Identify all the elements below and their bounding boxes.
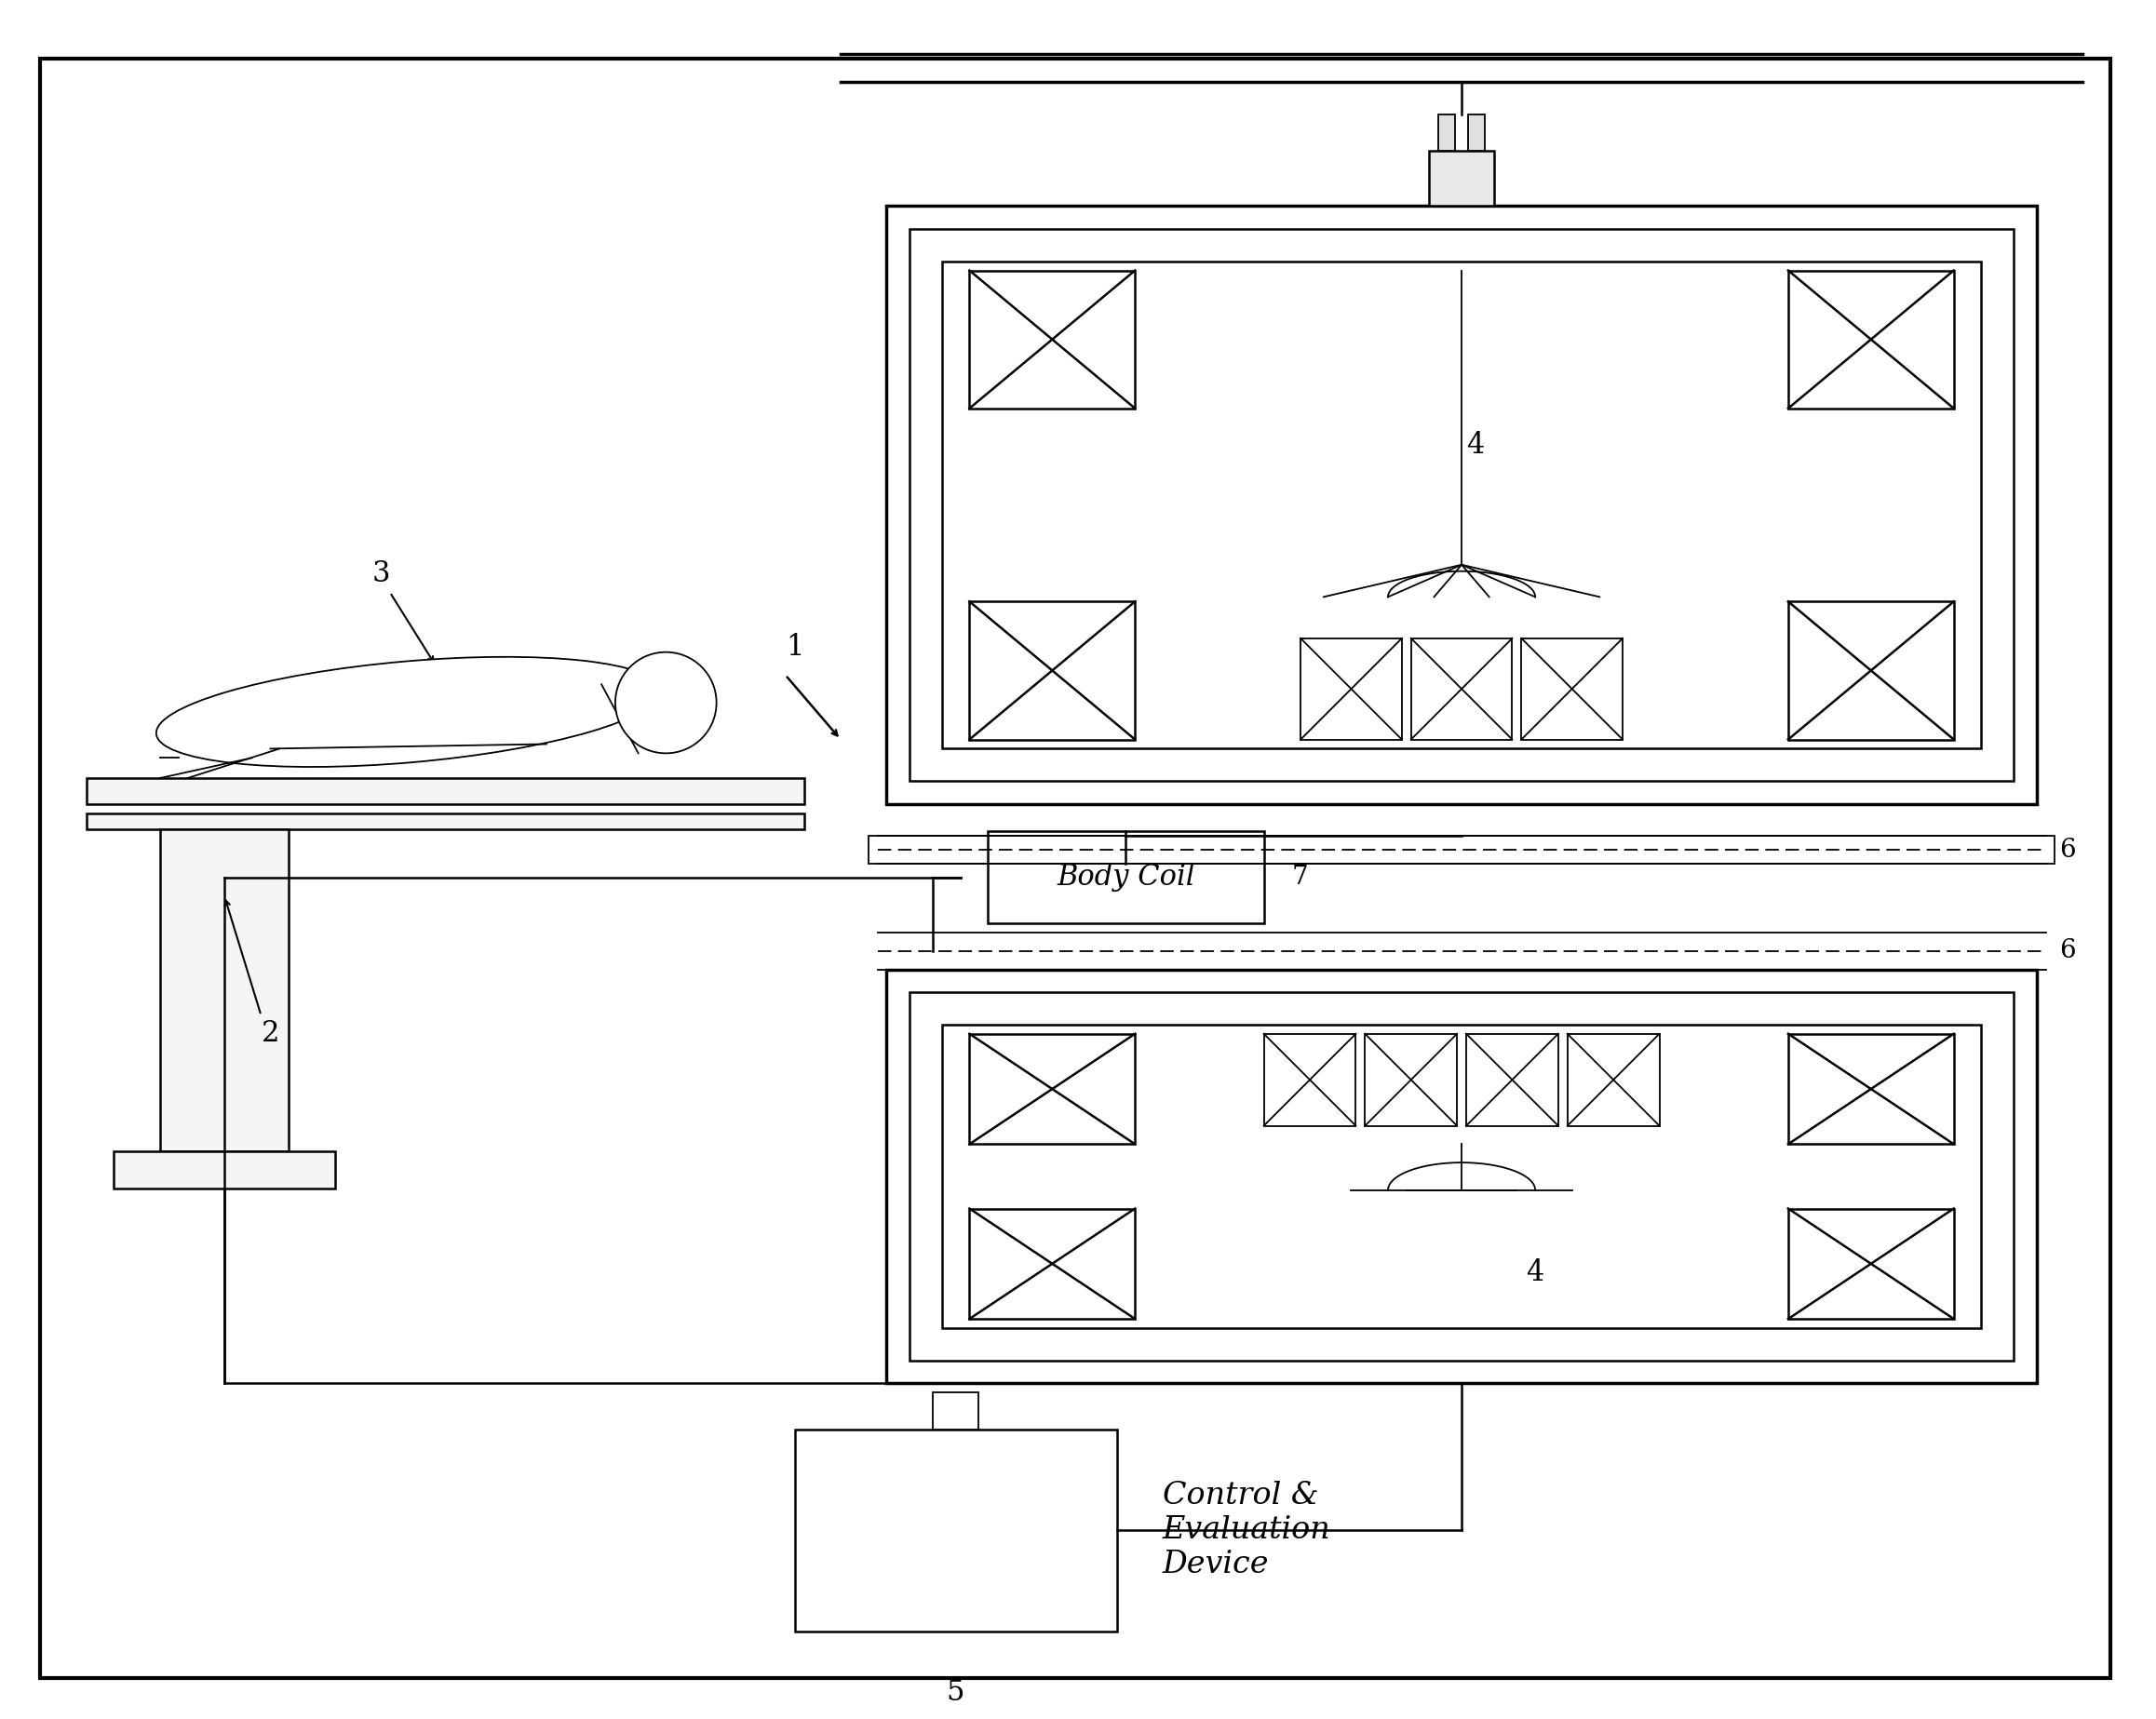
Bar — [869, 835, 2055, 863]
Bar — [1263, 1033, 1356, 1126]
Text: 2: 2 — [261, 1019, 280, 1049]
Text: 3: 3 — [371, 559, 390, 588]
Ellipse shape — [155, 657, 660, 767]
Text: Control &
Evaluation
Device: Control & Evaluation Device — [1162, 1482, 1330, 1580]
Bar — [86, 779, 804, 804]
Text: 1: 1 — [785, 633, 804, 662]
Bar — [970, 1033, 1134, 1145]
Bar — [114, 1152, 334, 1188]
Bar — [1522, 638, 1623, 739]
Bar — [1787, 1033, 1953, 1145]
Bar — [987, 832, 1263, 923]
Bar — [886, 970, 2037, 1384]
Bar — [942, 261, 1981, 749]
Text: Body Coil: Body Coil — [1056, 863, 1194, 892]
Bar — [1466, 1033, 1559, 1126]
Bar — [970, 270, 1134, 409]
Bar — [1567, 1033, 1660, 1126]
Text: 7: 7 — [1291, 865, 1309, 890]
Bar — [934, 1392, 979, 1428]
Bar — [86, 813, 804, 830]
Bar — [1438, 113, 1455, 151]
Bar — [942, 1025, 1981, 1329]
Bar — [1468, 113, 1485, 151]
Bar — [910, 992, 2014, 1360]
Text: 6: 6 — [2059, 837, 2076, 863]
Bar — [1429, 151, 1494, 206]
Bar — [910, 229, 2014, 780]
Bar — [160, 830, 289, 1152]
Bar — [886, 206, 2037, 804]
Bar — [970, 1208, 1134, 1318]
Bar — [970, 602, 1134, 739]
Text: 4: 4 — [1466, 431, 1483, 459]
Circle shape — [614, 652, 716, 753]
Bar — [1787, 270, 1953, 409]
Bar — [1410, 638, 1511, 739]
Text: 4: 4 — [1526, 1258, 1544, 1288]
Bar — [796, 1428, 1117, 1631]
Text: 5: 5 — [946, 1678, 964, 1707]
Bar — [1787, 602, 1953, 739]
Bar — [1365, 1033, 1457, 1126]
Bar — [1787, 1208, 1953, 1318]
Bar — [1300, 638, 1401, 739]
Text: 6: 6 — [2059, 939, 2076, 964]
